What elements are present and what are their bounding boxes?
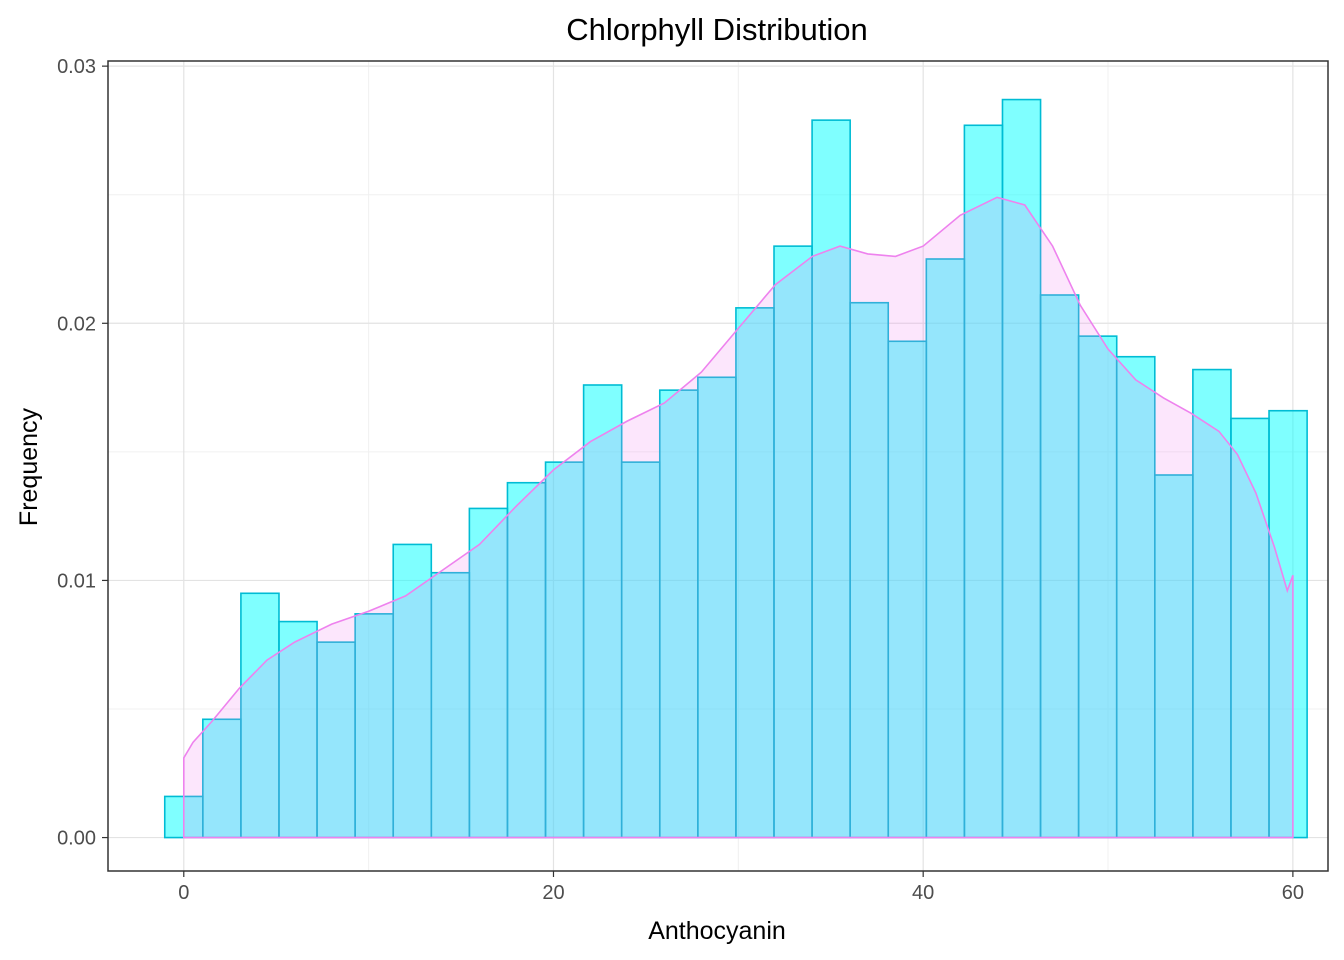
histogram-bar — [1039, 294, 1080, 839]
y-tick-label: 0.03 — [57, 56, 96, 78]
histogram-bar — [392, 543, 433, 839]
histogram-bar — [849, 301, 890, 839]
histogram-bar — [430, 571, 471, 839]
chart-title: Chlorphyll Distribution — [566, 12, 868, 47]
axes: 0 20 40 60 0.00 0.01 0.02 0.03 — [57, 56, 1304, 904]
histogram-bar — [963, 124, 1004, 839]
histogram-bar — [1077, 335, 1118, 839]
histogram-bar — [773, 245, 813, 839]
density-curve — [182, 196, 1294, 839]
histogram-bar — [1192, 368, 1232, 839]
x-tick-label: 0 — [178, 882, 189, 904]
y-tick-label: 0.01 — [57, 570, 96, 592]
histogram-bar — [1001, 98, 1042, 839]
x-tick-label: 40 — [912, 882, 934, 904]
y-axis-title: Frequency — [15, 407, 43, 526]
histogram-bar — [925, 258, 966, 839]
histogram-bar — [468, 507, 509, 839]
plot-area: 0 20 40 60 0.00 0.01 0.02 0.03 — [57, 56, 1329, 904]
x-axis-title: Anthocyanin — [648, 917, 786, 945]
x-tick-label: 20 — [542, 882, 564, 904]
histogram-bar — [735, 307, 775, 839]
histogram-bar — [354, 613, 395, 839]
histogram-bar — [1268, 409, 1308, 839]
histogram-bar — [1115, 355, 1156, 839]
histogram-bar — [697, 376, 737, 839]
y-tick-label: 0.02 — [57, 313, 96, 335]
y-tick-label: 0.00 — [57, 828, 96, 850]
histogram-bar — [240, 592, 280, 839]
histogram-bars — [163, 98, 1308, 839]
x-tick-label: 60 — [1282, 882, 1304, 904]
panel-border — [107, 60, 1329, 872]
